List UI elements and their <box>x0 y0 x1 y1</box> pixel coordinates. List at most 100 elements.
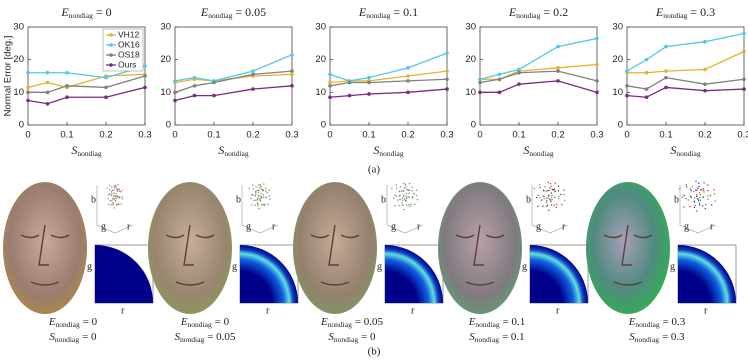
scatter-dot <box>548 198 551 200</box>
scatter-dot <box>703 182 705 184</box>
plot-frame <box>626 26 745 126</box>
scatter-dot <box>111 200 113 202</box>
data-point <box>251 87 255 91</box>
scatter-dot <box>408 196 410 198</box>
x-tick-label: 0.3 <box>590 130 603 141</box>
scatter-dot <box>401 204 404 206</box>
panel-e-label: Enondiag = 0.3 <box>628 316 686 329</box>
scatter-dot <box>690 189 692 192</box>
scatter-dot <box>408 189 411 192</box>
y-tick-label: 10 <box>465 87 476 98</box>
panel-e-label: Enondiag = 0 <box>48 316 98 329</box>
data-point <box>595 36 599 41</box>
y-tick-label: 30 <box>612 22 623 33</box>
scatter-dot <box>535 196 538 199</box>
scatter-dot <box>402 190 404 193</box>
scatter-dot <box>694 204 696 207</box>
caption: (b) <box>368 346 381 358</box>
chart-title: Enondiag = 0.05 <box>200 5 266 20</box>
scatter-dot <box>252 188 254 190</box>
data-point <box>290 52 294 57</box>
scatter-dot <box>702 205 704 207</box>
scatter-dot <box>114 196 117 198</box>
scatter-dot <box>112 204 114 206</box>
data-point <box>406 79 410 83</box>
scatter-dot <box>550 201 553 203</box>
data-point <box>173 79 177 83</box>
axis-letter: g <box>246 221 251 232</box>
subscript: nondiag <box>328 320 352 329</box>
scatter-dot <box>259 184 262 186</box>
scatter-dot <box>557 190 560 192</box>
scatter-dot <box>702 187 704 190</box>
density-quarter <box>385 245 443 303</box>
scatter-axes <box>679 185 717 234</box>
scatter-axes <box>96 185 134 234</box>
scatter-dot <box>696 198 699 200</box>
panel-s-label: Snondiag = 0 <box>328 331 376 344</box>
scatter-dot <box>397 199 399 201</box>
scatter-dot <box>391 187 393 190</box>
data-point <box>644 95 649 100</box>
legend-label: OS18 <box>118 49 140 59</box>
scatter-axes <box>531 185 569 234</box>
scatter-dot <box>711 204 713 206</box>
scatter-dot <box>398 205 400 207</box>
data-point <box>367 92 371 96</box>
scatter-dot <box>113 189 115 192</box>
scatter-dot <box>264 203 266 206</box>
data-point <box>26 90 30 95</box>
scatter-dot <box>407 189 409 191</box>
subscript: nondiag <box>180 335 204 344</box>
scatter-dot <box>121 189 123 192</box>
panel-e-label: Enondiag = 0.1 <box>468 316 526 329</box>
scatter-dot <box>563 189 565 191</box>
scatter-axes <box>386 185 424 234</box>
scatter-dot <box>110 191 113 193</box>
scatter-dot <box>117 183 119 186</box>
scatter-dot <box>689 195 692 198</box>
scatter-dot <box>697 187 699 189</box>
scatter-dot <box>110 204 112 206</box>
scatter-dot <box>408 182 411 185</box>
scatter-dot <box>558 195 560 198</box>
scatter-dot <box>255 194 257 196</box>
variable: S <box>175 331 181 343</box>
scatter-dot <box>693 197 696 199</box>
series-line <box>479 37 598 80</box>
x-tick-label: 0.1 <box>362 130 375 141</box>
y-tick-label: 20 <box>160 54 171 65</box>
scatter-dot <box>398 195 401 197</box>
legend-marker <box>109 43 113 47</box>
data-point <box>143 74 147 78</box>
scatter-dot <box>695 210 698 212</box>
data-point <box>104 95 108 100</box>
equals-value: = 0.1 <box>503 316 526 328</box>
scatter-dot <box>120 203 122 205</box>
scatter-dot <box>698 204 701 206</box>
face-feature <box>165 224 215 286</box>
equals-value: = 0 <box>361 331 376 343</box>
subscript: nondiag <box>635 335 659 344</box>
scatter-dot <box>109 193 111 195</box>
axis-letter: g <box>87 261 92 272</box>
variable: E <box>200 5 209 19</box>
scatter-dot <box>399 198 401 201</box>
series-line <box>627 50 745 74</box>
axis-letter: r <box>127 221 131 232</box>
scatter-dot <box>546 200 548 202</box>
scatter-dot <box>547 195 550 198</box>
axis-letter: r <box>562 221 566 232</box>
scatter-dot <box>404 187 406 189</box>
x-tick-label: 0.2 <box>551 130 564 141</box>
scatter-dot <box>401 199 403 201</box>
scatter-dot <box>691 186 693 188</box>
scatter-dot <box>111 186 113 188</box>
data-point <box>644 87 649 91</box>
scatter-dot <box>537 205 539 207</box>
scatter-dot <box>114 200 117 202</box>
scatter-dot <box>260 195 262 197</box>
data-point <box>703 82 707 86</box>
data-point <box>625 69 629 73</box>
data-point <box>347 80 352 85</box>
